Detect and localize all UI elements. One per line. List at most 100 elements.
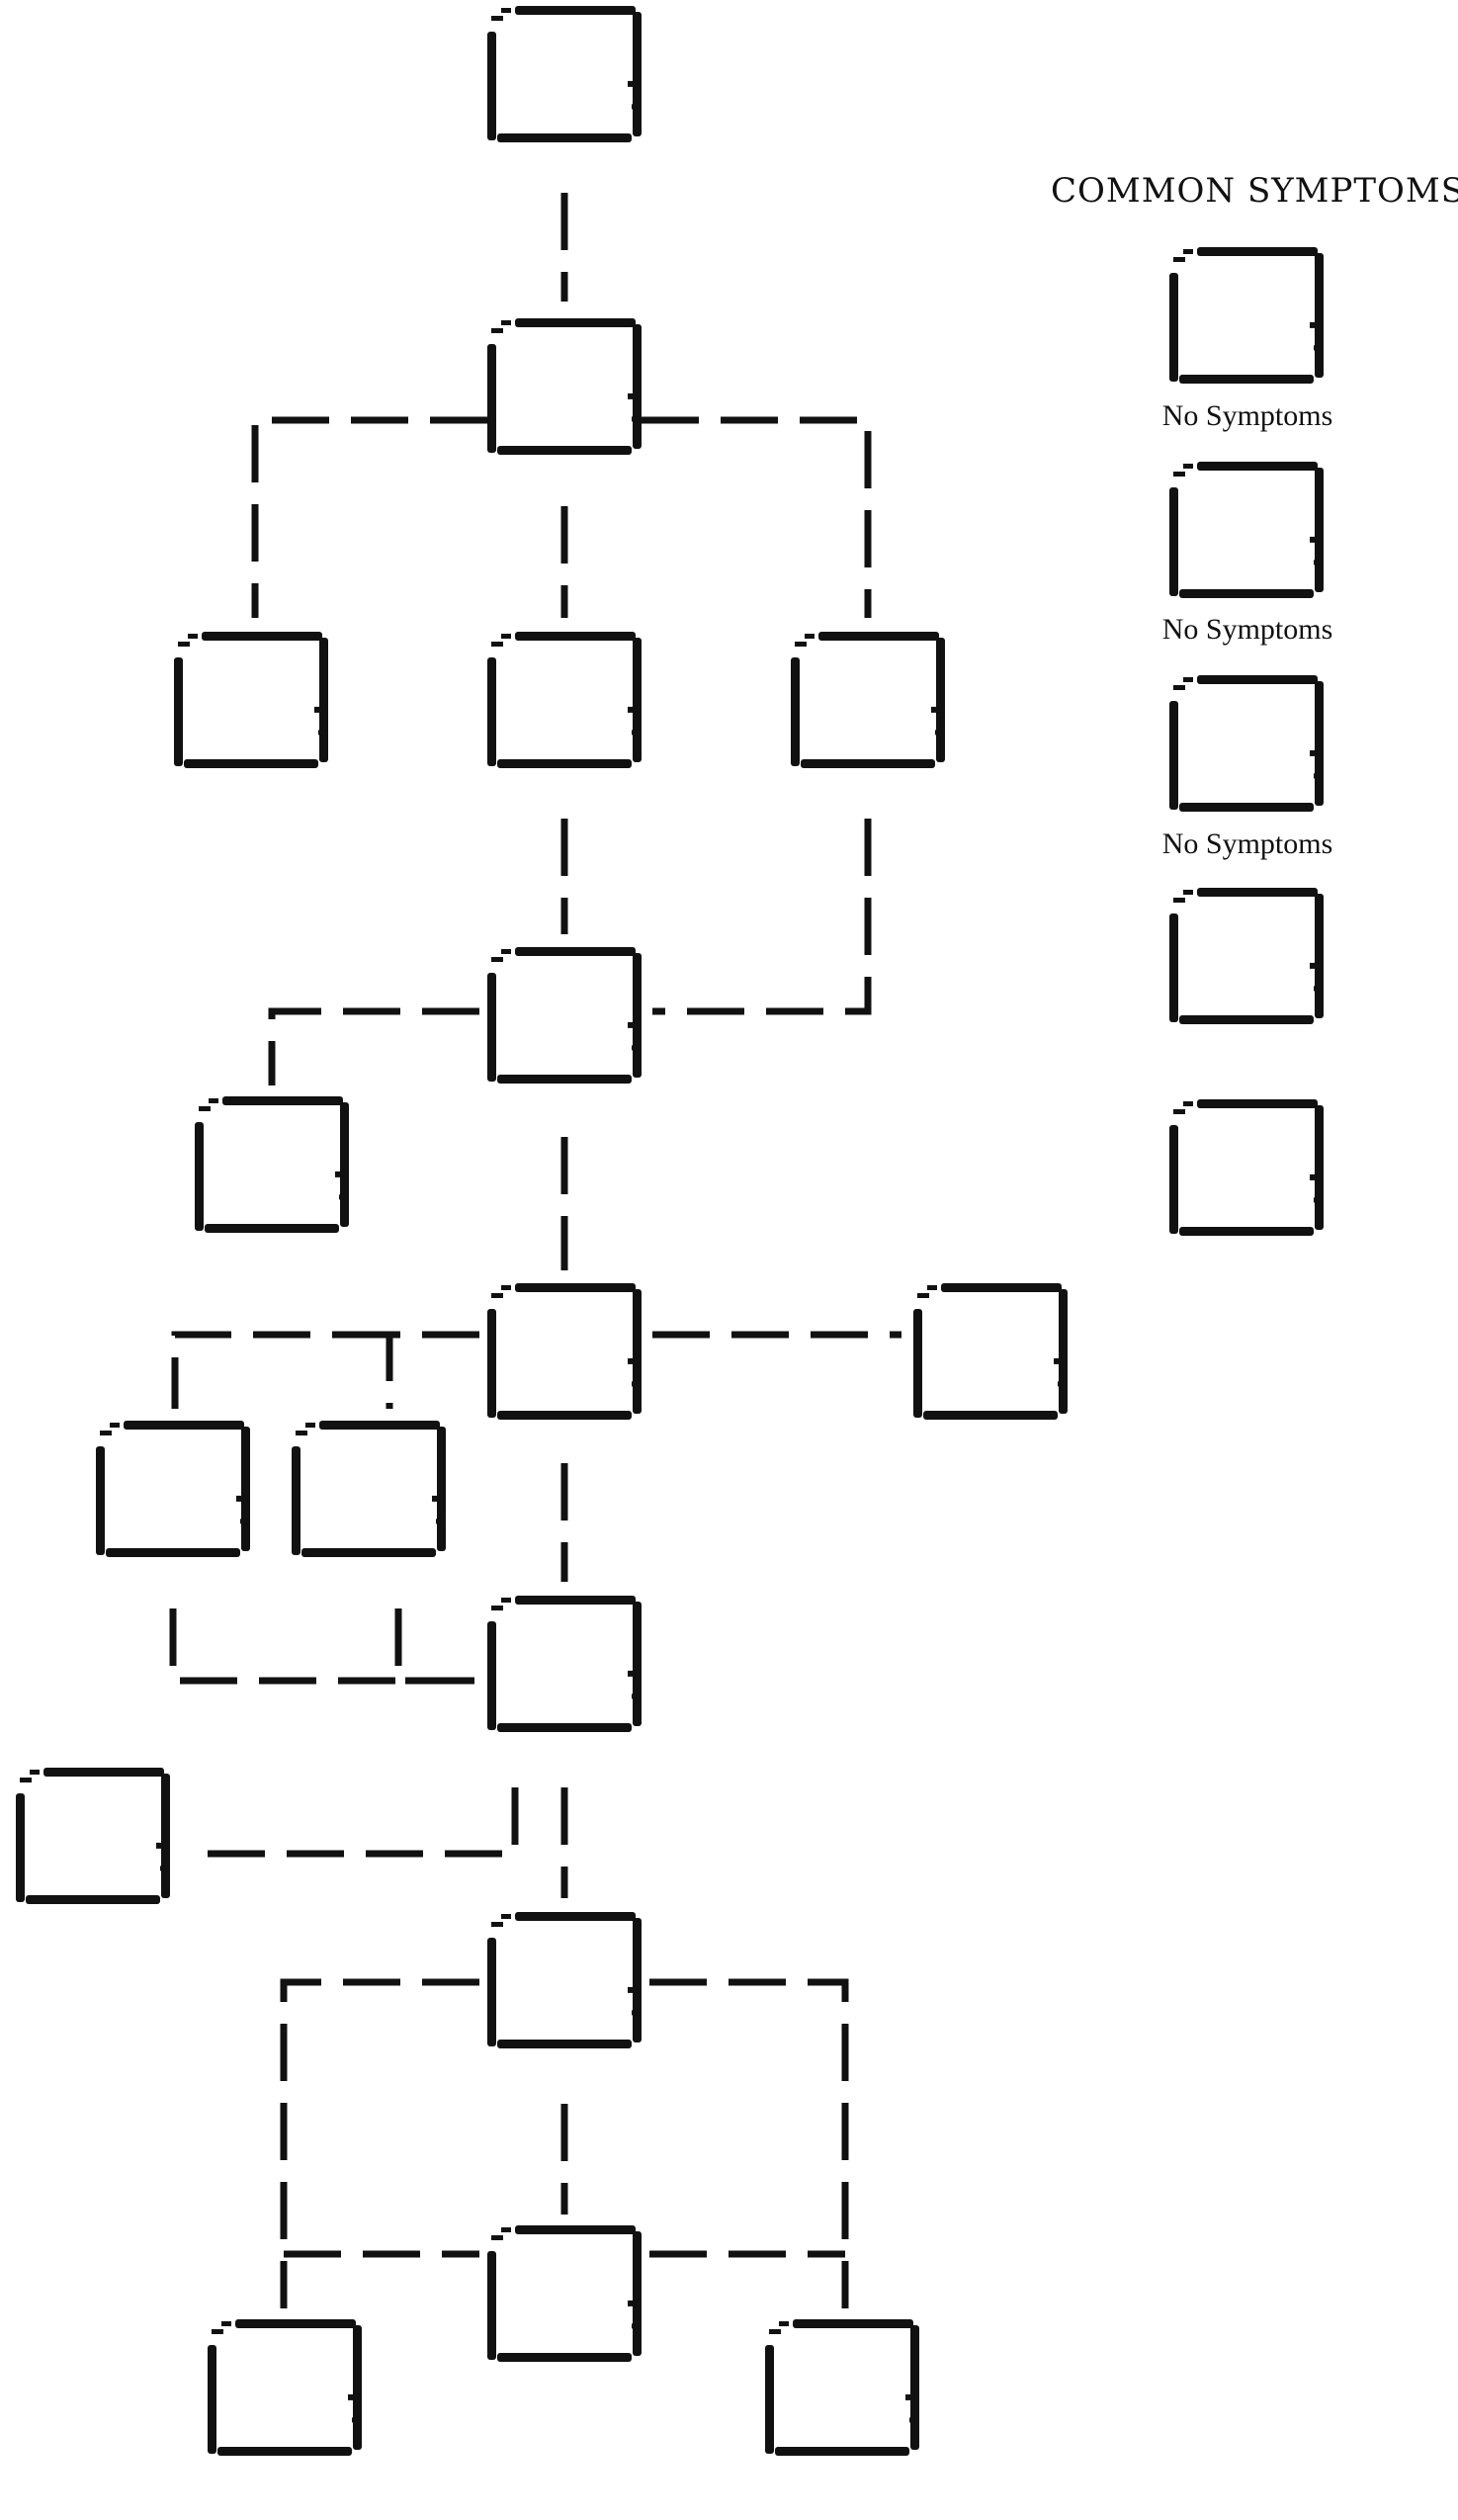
legend-caption-1: No Symptoms xyxy=(1162,399,1333,432)
box-edge xyxy=(1197,462,1318,471)
ink-mark xyxy=(1173,257,1185,262)
ink-mark xyxy=(632,730,640,736)
box-edge xyxy=(633,1289,642,1414)
family-member-box-9 xyxy=(913,1283,1068,1420)
box-edge xyxy=(497,2353,632,2362)
ink-mark xyxy=(795,642,807,647)
ink-mark xyxy=(917,1293,929,1298)
ink-mark xyxy=(1310,749,1320,756)
family-member-box-1 xyxy=(487,6,642,142)
family-member-box-13 xyxy=(16,1768,170,1904)
connector-line-16 xyxy=(280,1978,479,2308)
ink-mark xyxy=(209,1098,218,1103)
ink-mark xyxy=(1058,1381,1066,1387)
box-edge xyxy=(515,1283,636,1292)
ink-mark xyxy=(348,2393,358,2400)
ink-mark xyxy=(769,2329,781,2334)
box-edge xyxy=(487,2251,496,2360)
box-edge xyxy=(1059,1289,1068,1414)
ink-mark xyxy=(491,1293,503,1298)
box-edge xyxy=(217,2447,352,2456)
box-edge xyxy=(43,1768,164,1777)
box-edge xyxy=(1169,1125,1178,1234)
box-edge xyxy=(1169,701,1178,810)
ink-mark xyxy=(501,949,511,954)
family-member-box-6 xyxy=(487,947,642,1084)
box-edge xyxy=(793,2319,913,2328)
box-edge xyxy=(515,318,636,327)
family-member-box-14 xyxy=(487,1912,642,2048)
family-member-box-2 xyxy=(487,318,642,455)
ink-mark xyxy=(927,1285,937,1290)
ink-mark xyxy=(628,1357,638,1364)
family-member-box-5 xyxy=(791,632,945,768)
family-member-box-8 xyxy=(487,1283,642,1420)
box-edge xyxy=(222,1096,343,1105)
ink-mark xyxy=(935,730,943,736)
box-edge xyxy=(923,1411,1058,1420)
ink-mark xyxy=(491,957,503,962)
box-edge xyxy=(801,759,935,768)
box-edge xyxy=(497,446,632,455)
ink-mark xyxy=(501,1598,511,1603)
ink-mark xyxy=(501,2227,511,2232)
box-edge xyxy=(96,1446,105,1555)
connector-line-2 xyxy=(251,416,487,618)
ink-mark xyxy=(632,2010,640,2016)
ink-mark xyxy=(628,1670,638,1677)
ink-mark xyxy=(501,8,511,13)
ink-mark xyxy=(1173,472,1185,477)
box-edge xyxy=(184,759,318,768)
ink-mark xyxy=(1314,986,1322,992)
family-member-box-7 xyxy=(195,1096,349,1233)
ink-mark xyxy=(491,16,503,21)
box-edge xyxy=(1179,375,1314,384)
connector-line-13 xyxy=(169,1608,479,1685)
legend-box-3 xyxy=(1169,675,1324,812)
ink-mark xyxy=(632,1045,640,1051)
box-edge xyxy=(497,133,632,142)
box-edge xyxy=(1179,803,1314,812)
ink-mark xyxy=(240,1519,248,1524)
connector-line-10 xyxy=(171,1331,389,1409)
box-edge xyxy=(235,2319,356,2328)
family-member-box-11 xyxy=(292,1421,446,1557)
box-edge xyxy=(1169,487,1178,596)
box-edge xyxy=(497,1723,632,1732)
legend-caption-3: No Symptoms xyxy=(1162,827,1333,860)
ink-mark xyxy=(1310,536,1320,543)
ink-mark xyxy=(628,392,638,399)
box-edge xyxy=(319,638,328,762)
connector-line-15 xyxy=(190,1787,519,1858)
box-edge xyxy=(633,1918,642,2042)
box-edge xyxy=(195,1122,204,1231)
box-edge xyxy=(775,2447,909,2456)
box-edge xyxy=(633,324,642,449)
ink-mark xyxy=(1054,1357,1064,1364)
box-edge xyxy=(1197,888,1318,897)
box-edge xyxy=(913,1309,922,1418)
box-edge xyxy=(1169,273,1178,382)
box-edge xyxy=(1315,468,1324,592)
connector-line-9 xyxy=(386,1331,479,1409)
box-edge xyxy=(515,632,636,641)
ink-mark xyxy=(632,2323,640,2329)
box-edge xyxy=(161,1774,170,1898)
box-edge xyxy=(1179,1227,1314,1236)
family-member-box-4 xyxy=(487,632,642,768)
box-edge xyxy=(633,2231,642,2356)
ink-mark xyxy=(352,2417,360,2423)
ink-mark xyxy=(221,2321,231,2326)
ink-mark xyxy=(1173,685,1185,690)
box-edge xyxy=(241,1427,250,1551)
ink-mark xyxy=(628,706,638,713)
ink-mark xyxy=(491,642,503,647)
box-edge xyxy=(515,1912,636,1921)
ink-mark xyxy=(178,642,190,647)
box-edge xyxy=(515,1596,636,1605)
box-edge xyxy=(487,344,496,453)
box-edge xyxy=(205,1224,339,1233)
connector-lines xyxy=(169,193,901,2308)
box-edge xyxy=(16,1793,25,1902)
box-edge xyxy=(487,1938,496,2046)
